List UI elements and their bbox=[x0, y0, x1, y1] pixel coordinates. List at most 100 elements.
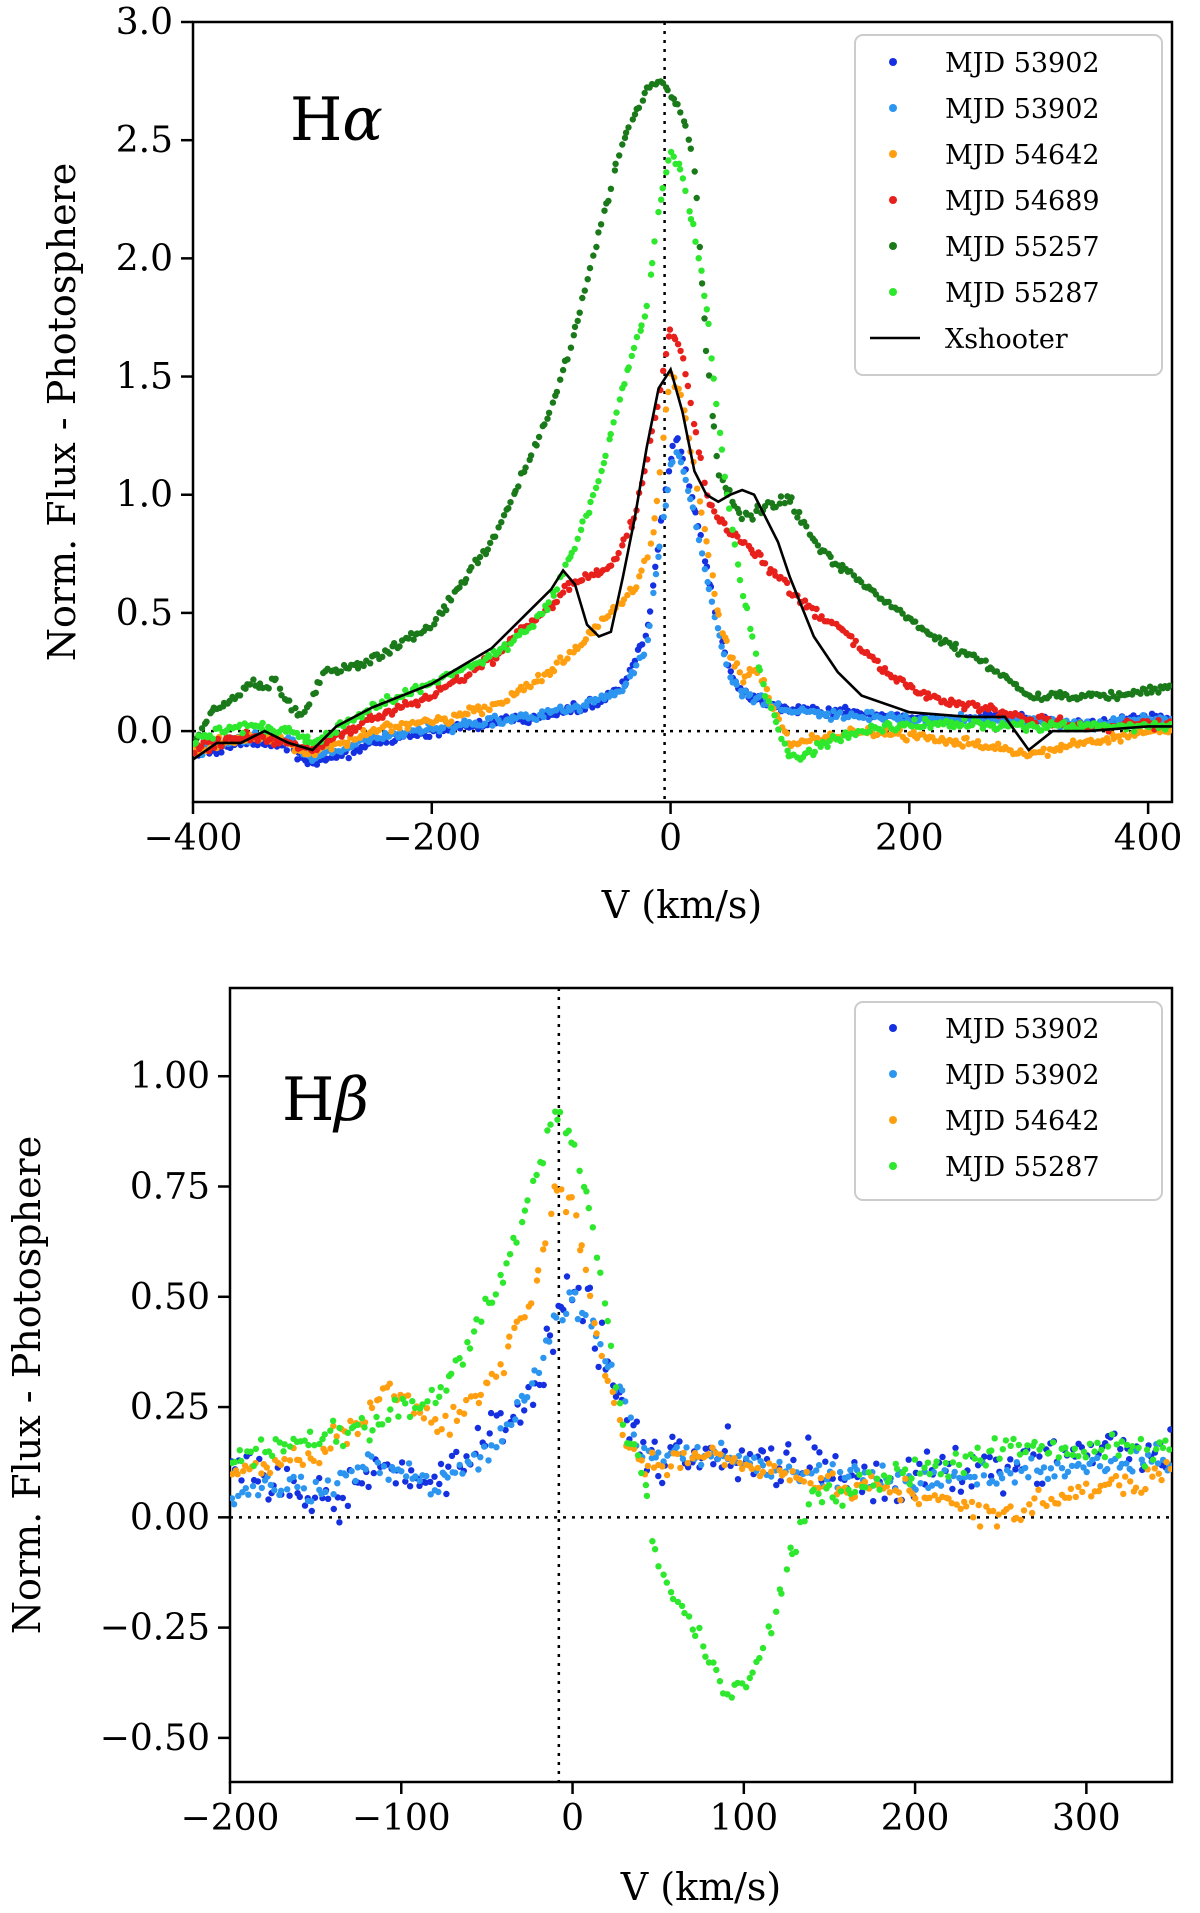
data-point bbox=[773, 1608, 780, 1615]
legend-label: MJD 53902 bbox=[945, 94, 1100, 125]
data-point bbox=[259, 733, 267, 740]
data-point bbox=[358, 1414, 365, 1422]
data-point bbox=[916, 1470, 924, 1477]
data-point bbox=[724, 1423, 732, 1430]
data-point bbox=[928, 1482, 936, 1489]
x-tick-label: 0 bbox=[561, 1798, 584, 1839]
data-point bbox=[542, 1240, 549, 1247]
data-point bbox=[715, 472, 723, 479]
data-point bbox=[1037, 1468, 1044, 1476]
data-point bbox=[574, 317, 581, 325]
halpha-legend: MJD 53902 MJD 53902 MJD 54642 MJD 54689 MJD … bbox=[854, 34, 1163, 376]
data-point bbox=[825, 1482, 833, 1489]
hbeta-y-ticks: −0.50 −0.25 0.00 0.25 0.50 0.75 1.00 bbox=[100, 1056, 230, 1759]
data-point bbox=[861, 1463, 868, 1470]
data-point bbox=[768, 1630, 775, 1637]
data-point bbox=[679, 1455, 687, 1463]
data-point bbox=[396, 643, 403, 650]
data-point bbox=[721, 473, 728, 480]
data-point bbox=[1083, 1480, 1090, 1487]
y-tick-label: 0.0 bbox=[116, 711, 173, 752]
data-point bbox=[593, 243, 600, 251]
legend-marker bbox=[889, 1116, 897, 1124]
data-point bbox=[506, 1251, 514, 1258]
data-point bbox=[623, 532, 630, 539]
data-point bbox=[431, 1473, 438, 1480]
data-point bbox=[865, 1469, 872, 1476]
data-point bbox=[553, 1314, 560, 1321]
data-point bbox=[284, 1486, 291, 1493]
data-point bbox=[598, 1319, 606, 1326]
data-point bbox=[442, 1412, 449, 1420]
data-point bbox=[709, 1444, 716, 1451]
data-point bbox=[714, 625, 722, 632]
data-point bbox=[921, 1464, 928, 1471]
data-point bbox=[358, 732, 365, 740]
hbeta-legend: MJD 53902 MJD 53902 MJD 54642 MJD 55287 bbox=[854, 1001, 1163, 1201]
data-point bbox=[691, 168, 698, 175]
data-point bbox=[550, 667, 558, 675]
data-point bbox=[286, 1443, 294, 1450]
data-point bbox=[734, 561, 742, 568]
data-point bbox=[379, 735, 387, 743]
data-point bbox=[711, 590, 718, 598]
data-point bbox=[781, 499, 788, 507]
data-point bbox=[759, 1462, 767, 1469]
data-point bbox=[263, 1464, 270, 1471]
data-point bbox=[488, 1442, 495, 1449]
data-point bbox=[597, 1269, 604, 1276]
data-point bbox=[254, 1478, 262, 1485]
data-point bbox=[1113, 1441, 1121, 1448]
data-point bbox=[410, 636, 417, 643]
data-point bbox=[336, 1424, 343, 1432]
data-point bbox=[643, 302, 650, 310]
data-point bbox=[676, 453, 683, 460]
data-point bbox=[756, 666, 763, 674]
data-point bbox=[776, 1458, 783, 1466]
data-point bbox=[1055, 1454, 1063, 1461]
data-point bbox=[630, 1431, 637, 1438]
data-point bbox=[1167, 1465, 1172, 1473]
x-tick-label: 0 bbox=[659, 818, 682, 859]
data-point bbox=[870, 1482, 877, 1489]
data-point bbox=[937, 1471, 944, 1478]
data-point bbox=[299, 1461, 306, 1469]
data-point bbox=[540, 1246, 547, 1253]
y-tick-label: 0.5 bbox=[116, 593, 173, 634]
legend-item: MJD 53902 bbox=[889, 94, 1100, 125]
data-point bbox=[426, 733, 433, 740]
data-point bbox=[385, 1416, 392, 1424]
data-point bbox=[540, 1354, 547, 1362]
data-point bbox=[1051, 1473, 1058, 1480]
data-point bbox=[811, 1444, 818, 1451]
data-point bbox=[1131, 728, 1138, 735]
data-point bbox=[1166, 1446, 1172, 1453]
data-point bbox=[694, 1443, 701, 1451]
data-point bbox=[250, 1462, 257, 1470]
data-point bbox=[759, 1644, 767, 1652]
data-point bbox=[708, 355, 715, 362]
data-point bbox=[665, 333, 673, 340]
data-point bbox=[486, 706, 493, 714]
data-point bbox=[781, 740, 788, 747]
data-point bbox=[664, 86, 671, 94]
legend-label: MJD 53902 bbox=[945, 48, 1100, 79]
data-point bbox=[466, 1345, 474, 1352]
data-point bbox=[685, 487, 692, 494]
data-point bbox=[761, 693, 769, 700]
data-point bbox=[773, 1481, 780, 1489]
data-point bbox=[600, 459, 608, 467]
data-point bbox=[587, 498, 594, 506]
data-point bbox=[619, 1421, 627, 1428]
data-point bbox=[1056, 689, 1064, 696]
data-point bbox=[771, 712, 778, 719]
data-point bbox=[622, 680, 630, 687]
data-point bbox=[701, 565, 709, 573]
data-point bbox=[879, 728, 886, 735]
data-point bbox=[1064, 1468, 1072, 1476]
data-point bbox=[886, 1474, 893, 1482]
data-point bbox=[1067, 1485, 1075, 1493]
data-point bbox=[1017, 1516, 1024, 1524]
data-point bbox=[749, 1669, 756, 1676]
